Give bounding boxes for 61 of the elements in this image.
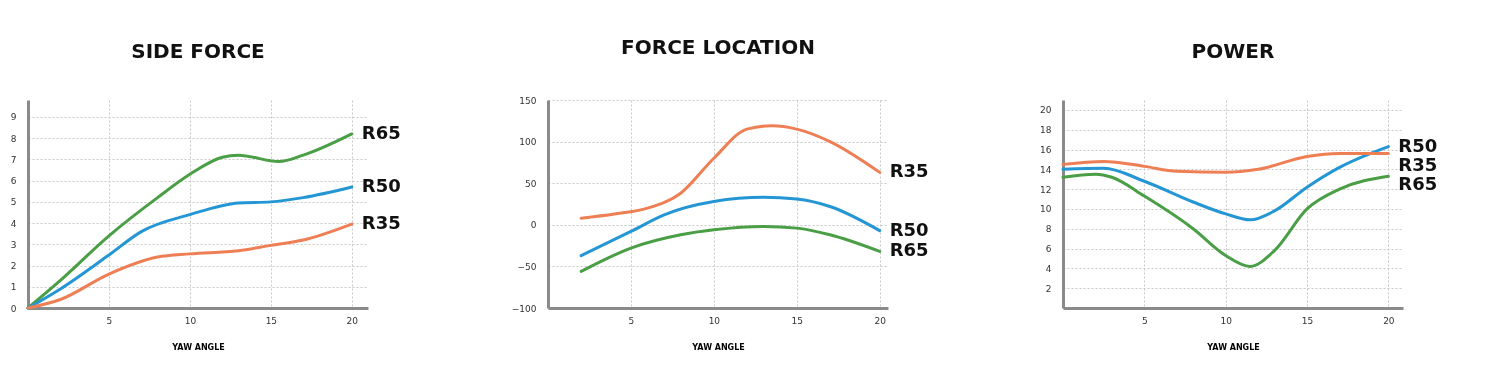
series-label: R50 [361,175,401,197]
y-tick-label: 16 [1040,145,1052,156]
series-label: R65 [1398,172,1438,194]
y-tick-label: 18 [1040,125,1052,136]
y-tick-label: 12 [1040,184,1052,195]
x-tick-label: 5 [628,315,635,326]
y-tick-label: 1 [10,282,17,293]
y-tick-label: 7 [10,154,17,165]
chart-title: SIDE FORCE [131,39,265,63]
x-tick-label: 10 [184,315,197,326]
line-series [26,222,354,310]
line-series [1061,145,1390,222]
y-tick-label: −100 [511,303,537,314]
chart-title: POWER [1191,39,1275,63]
y-tick-label: 9 [10,112,17,123]
y-tick-label: 4 [10,218,17,229]
y-tick-label: 10 [1040,204,1052,215]
line-series [1061,151,1390,174]
series-label: R65 [889,239,929,261]
series-label: R35 [361,212,401,234]
x-tick-label: 20 [346,315,359,326]
x-axis-title: YAW ANGLE [691,342,745,352]
x-tick-label: 20 [1383,315,1395,326]
x-axis-title: YAW ANGLE [171,342,225,352]
y-tick-label: 2 [10,261,17,272]
line-series [579,195,882,258]
x-tick-label: 15 [265,315,278,326]
y-tick-label: 0 [530,220,537,231]
series-label: R50 [1398,134,1438,156]
y-tick-label: 5 [10,197,17,208]
y-tick-label: 6 [10,176,17,187]
line-series [26,132,354,310]
line-series [1061,172,1390,268]
x-tick-label: 10 [708,315,721,326]
series-label: R35 [1398,153,1438,175]
x-tick-label: 15 [791,315,804,326]
y-tick-label: 2 [1045,283,1052,294]
series-label: R35 [889,160,929,182]
line-series [579,224,882,273]
chart-title: FORCE LOCATION [621,35,815,59]
y-tick-label: 14 [1040,164,1052,175]
y-tick-label: 4 [1045,263,1052,274]
y-tick-label: 100 [519,137,537,148]
y-tick-label: 8 [1045,224,1052,235]
y-tick-label: 0 [10,303,17,314]
y-tick-label: 8 [10,133,17,144]
line-series [579,124,882,220]
y-tick-label: 150 [519,95,537,106]
y-tick-label: 20 [1040,105,1052,116]
y-tick-label: 50 [525,178,537,189]
y-tick-label: −50 [517,261,537,272]
x-tick-label: 15 [1301,315,1314,326]
x-tick-label: 10 [1220,315,1233,326]
series-label: R65 [361,121,401,143]
series-label: R50 [889,218,929,240]
y-tick-label: 6 [1045,244,1052,255]
y-tick-label: 3 [10,239,17,250]
x-tick-label: 5 [1141,315,1148,326]
x-tick-label: 20 [874,315,887,326]
x-axis-title: YAW ANGLE [1206,342,1260,352]
x-tick-label: 5 [106,315,113,326]
